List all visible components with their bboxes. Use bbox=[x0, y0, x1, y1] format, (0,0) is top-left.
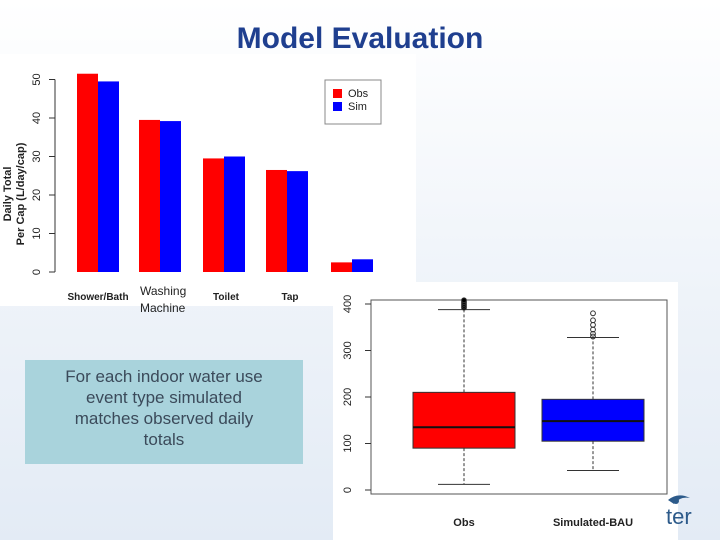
box-plot-panel: 0 100 200 300 400 Obs Simulated-BAU bbox=[333, 282, 678, 540]
box-ytick-label: 300 bbox=[342, 341, 354, 359]
legend-swatch-obs bbox=[333, 89, 342, 98]
bar-ytick-label: 40 bbox=[31, 112, 43, 124]
logo-text: ter bbox=[666, 504, 692, 529]
box-ytick-label: 200 bbox=[342, 388, 354, 406]
box-ytick-label: 0 bbox=[342, 487, 354, 493]
box-simulated-bau-label: Simulated-BAU bbox=[553, 517, 633, 529]
bar-ytick-label: 30 bbox=[31, 150, 43, 162]
washing-machine-label: Washing Machine bbox=[140, 283, 186, 317]
bar-sim-1 bbox=[160, 121, 181, 272]
bar-y-axis: 0 10 20 30 40 50 bbox=[31, 73, 56, 275]
bar-ytick-label: 0 bbox=[31, 269, 43, 275]
washing-label-line1: Washing bbox=[140, 284, 187, 298]
washing-label-line2: Machine bbox=[140, 301, 186, 315]
bar-obs-2 bbox=[203, 158, 224, 272]
box-y-axis: 0 100 200 300 400 bbox=[342, 295, 668, 495]
legend-label-sim: Sim bbox=[348, 101, 367, 113]
bar-sim-4 bbox=[352, 259, 373, 272]
slide-title: Model Evaluation bbox=[236, 22, 484, 55]
bar-obs-4 bbox=[331, 262, 352, 272]
bar-ytick-label: 20 bbox=[31, 189, 43, 201]
bar-legend: Obs Sim bbox=[324, 79, 382, 125]
box-simulated-bau-outlier bbox=[590, 310, 596, 317]
bar-ytick-label: 10 bbox=[31, 227, 43, 239]
bar-ylabel-line2: Per Cap (L/day/cap) bbox=[15, 142, 27, 245]
box-obs-iqr bbox=[412, 391, 516, 449]
box-simulated-bau-outlier bbox=[590, 317, 596, 324]
bar-obs-0 bbox=[77, 73, 98, 272]
bar-category-label: Tap bbox=[281, 292, 298, 303]
box-ytick-label: 100 bbox=[342, 434, 354, 452]
box-plot: 0 100 200 300 400 Obs Simulated-BAU bbox=[342, 295, 668, 529]
callout-line-1: For each indoor water use bbox=[65, 367, 263, 386]
legend-label-obs: Obs bbox=[348, 88, 369, 100]
bar-ytick-label: 50 bbox=[31, 73, 43, 85]
bar-marks: Shower/Bath Toilet Tap bbox=[67, 73, 373, 303]
box-obs-label: Obs bbox=[453, 517, 474, 529]
callout-box: For each indoor water use event type sim… bbox=[25, 360, 303, 464]
bar-sim-3 bbox=[287, 171, 308, 272]
bar-chart-panel: 0 10 20 30 40 50 Shower/Bath Toilet Tap Obs Sim… bbox=[0, 54, 416, 306]
callout-line-2: event type simulated bbox=[86, 388, 242, 407]
box-simulated-bau-outlier bbox=[590, 322, 596, 328]
box-simulated-bau-outlier bbox=[590, 333, 596, 340]
box-obs-outlier bbox=[461, 297, 467, 304]
bar-chart: 0 10 20 30 40 50 Shower/Bath Toilet Tap Obs Sim… bbox=[2, 73, 382, 303]
bar-obs-3 bbox=[266, 169, 287, 272]
bar-ylabel: Daily Total Per Cap (L/day/cap) bbox=[2, 142, 27, 245]
bar-obs-1 bbox=[139, 119, 160, 272]
ter-logo: ter bbox=[664, 492, 716, 532]
callout-line-4: totals bbox=[143, 430, 185, 449]
bar-category-label: Shower/Bath bbox=[67, 292, 128, 303]
bar-sim-0 bbox=[98, 81, 119, 272]
bar-sim-2 bbox=[224, 156, 245, 272]
box-ytick-label: 400 bbox=[342, 295, 354, 313]
bar-category-label: Toilet bbox=[213, 292, 240, 303]
box-marks: Obs Simulated-BAU bbox=[412, 297, 645, 529]
callout-line-3: matches observed daily bbox=[74, 409, 254, 428]
bar-ylabel-line1: Daily Total bbox=[2, 167, 14, 222]
legend-swatch-sim bbox=[333, 102, 342, 111]
box-simulated-bau-outlier bbox=[590, 330, 596, 337]
